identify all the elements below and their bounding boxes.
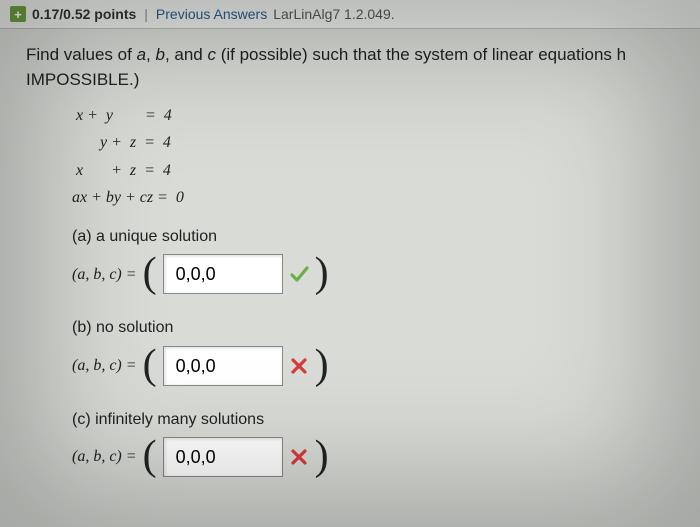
answer-lhs: (a, b, c) = xyxy=(72,263,137,286)
part-c-answer: (a, b, c) = ( 0,0,0 ) xyxy=(72,437,680,477)
question-header: + 0.17/0.52 points | Previous Answers La… xyxy=(0,0,700,29)
expand-icon[interactable]: + xyxy=(10,6,26,22)
paren-open: ( xyxy=(143,257,157,291)
question-content: Find values of a, b, and c (if possible)… xyxy=(0,29,700,477)
var-c: c xyxy=(208,45,217,64)
prompt-text: (if possible) such that the system of li… xyxy=(216,45,626,64)
prompt-text: Find values of xyxy=(26,45,137,64)
part-a-answer: (a, b, c) = ( 0,0,0 ) xyxy=(72,254,680,294)
var-a: a xyxy=(137,45,146,64)
previous-answers-link[interactable]: Previous Answers xyxy=(156,6,267,22)
question-reference: LarLinAlg7 1.2.049. xyxy=(273,6,394,22)
header-divider: | xyxy=(144,6,148,22)
var-b: b xyxy=(155,45,164,64)
answer-lhs: (a, b, c) = xyxy=(72,354,137,377)
answer-input-b[interactable]: 0,0,0 xyxy=(163,346,283,386)
cross-icon xyxy=(289,447,309,467)
paren-close: ) xyxy=(315,440,329,474)
check-icon xyxy=(289,264,309,284)
paren-close: ) xyxy=(315,349,329,383)
equation-system: x + y = 4 y + z = 4 x + z = 4 ax + by + … xyxy=(72,102,680,211)
answer-input-c[interactable]: 0,0,0 xyxy=(163,437,283,477)
prompt-text: , and xyxy=(165,45,208,64)
cross-icon xyxy=(289,356,309,376)
part-a-label: (a) a unique solution xyxy=(72,225,680,248)
answer-input-a[interactable]: 0,0,0 xyxy=(163,254,283,294)
paren-close: ) xyxy=(315,257,329,291)
part-b-answer: (a, b, c) = ( 0,0,0 ) xyxy=(72,346,680,386)
part-b-label: (b) no solution xyxy=(72,316,680,339)
part-c-label: (c) infinitely many solutions xyxy=(72,408,680,431)
answer-lhs: (a, b, c) = xyxy=(72,445,137,468)
prompt-line2: IMPOSSIBLE.) xyxy=(26,68,680,93)
paren-open: ( xyxy=(143,440,157,474)
paren-open: ( xyxy=(143,349,157,383)
points-text: 0.17/0.52 points xyxy=(32,6,136,22)
question-prompt: Find values of a, b, and c (if possible)… xyxy=(26,43,680,92)
